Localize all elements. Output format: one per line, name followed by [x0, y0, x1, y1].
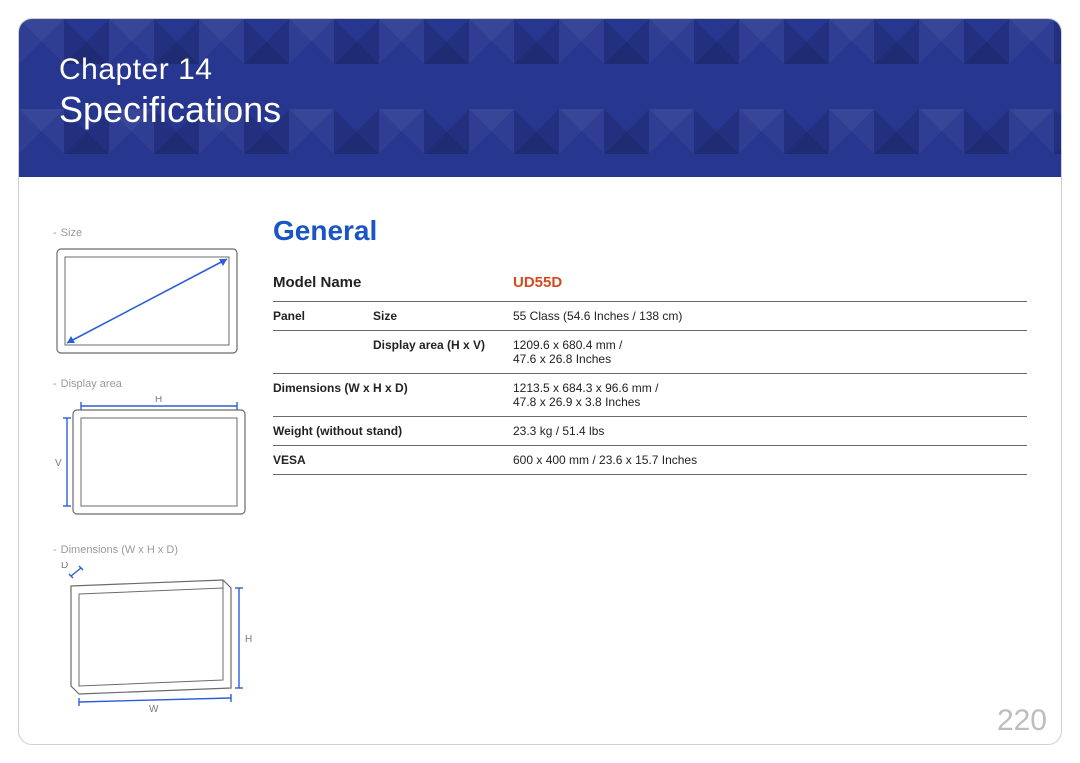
row-value: 1213.5 x 684.3 x 96.6 mm / 47.8 x 26.9 x…: [513, 374, 1027, 417]
spec-row-vesa: VESA 600 x 400 mm / 23.6 x 15.7 Inches: [273, 446, 1027, 475]
row-group: [273, 331, 373, 374]
row-label: Size: [373, 302, 513, 331]
size-diagram: [53, 245, 243, 360]
letter-H2: H: [245, 634, 252, 645]
chapter-title: Specifications: [59, 89, 1021, 131]
diagram-size-label: -Size: [53, 227, 253, 239]
page-frame: Chapter 14 Specifications -Size -Display…: [18, 18, 1062, 745]
spec-row-panel-size: Panel Size 55 Class (54.6 Inches / 138 c…: [273, 302, 1027, 331]
page-number: 220: [997, 704, 1047, 738]
row-value: 600 x 400 mm / 23.6 x 15.7 Inches: [513, 446, 1027, 475]
spec-column: General Model Name UD55D Panel Size 55 C…: [253, 215, 1027, 744]
spec-row-dimensions: Dimensions (W x H x D) 1213.5 x 684.3 x …: [273, 374, 1027, 417]
content-area: -Size -Display area H: [19, 177, 1061, 744]
chapter-number: 14: [178, 53, 212, 86]
diagram-displayarea-label: -Display area: [53, 378, 253, 390]
diagram-dimensions-label: -Dimensions (W x H x D): [53, 544, 253, 556]
row-value: 1209.6 x 680.4 mm / 47.6 x 26.8 Inches: [513, 331, 1027, 374]
row-value: 55 Class (54.6 Inches / 138 cm): [513, 302, 1027, 331]
letter-W: W: [149, 704, 159, 712]
chapter-header: Chapter 14 Specifications: [19, 19, 1061, 177]
diagram-displayarea-text: Display area: [61, 378, 122, 390]
diagram-dimensions-text: Dimensions (W x H x D): [61, 544, 178, 556]
diagram-column: -Size -Display area H: [53, 215, 253, 744]
model-name-value: UD55D: [513, 267, 1027, 302]
chapter-label-line: Chapter 14: [59, 53, 1021, 87]
chapter-label: Chapter: [59, 53, 169, 86]
letter-H: H: [155, 396, 162, 405]
row-group: Dimensions (W x H x D): [273, 374, 513, 417]
letter-D: D: [61, 562, 68, 571]
dimensions-diagram: D H W: [53, 562, 253, 712]
spec-row-weight: Weight (without stand) 23.3 kg / 51.4 lb…: [273, 417, 1027, 446]
spec-row-display-area: Display area (H x V) 1209.6 x 680.4 mm /…: [273, 331, 1027, 374]
display-area-diagram: H V: [53, 396, 253, 526]
spec-table: Model Name UD55D Panel Size 55 Class (54…: [273, 267, 1027, 475]
model-name-label: Model Name: [273, 267, 513, 302]
row-value: 23.3 kg / 51.4 lbs: [513, 417, 1027, 446]
letter-V: V: [55, 458, 62, 469]
section-title: General: [273, 215, 1027, 247]
row-label: Display area (H x V): [373, 331, 513, 374]
row-group: VESA: [273, 446, 513, 475]
row-group: Weight (without stand): [273, 417, 513, 446]
row-group: Panel: [273, 302, 373, 331]
diagram-size-text: Size: [61, 227, 82, 239]
model-row: Model Name UD55D: [273, 267, 1027, 302]
